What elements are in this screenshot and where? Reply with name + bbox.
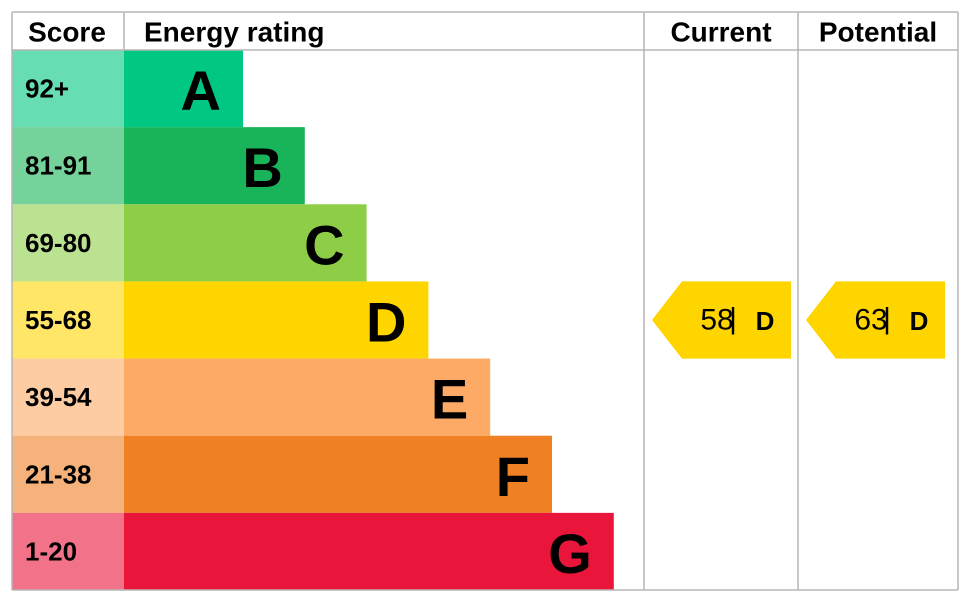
- header-rating: Energy rating: [144, 17, 324, 48]
- current-separator: |: [729, 303, 737, 336]
- rating-bar: [124, 435, 552, 513]
- header-score: Score: [28, 17, 106, 48]
- rating-letter: E: [431, 368, 468, 431]
- current-value: 58: [700, 304, 733, 337]
- score-range: 39-54: [25, 382, 92, 412]
- score-cell-bg: [12, 50, 124, 128]
- rating-letter: C: [304, 213, 344, 276]
- score-cell-bg: [12, 435, 124, 513]
- header-current: Current: [670, 17, 771, 48]
- score-cell-bg: [12, 281, 124, 359]
- score-cell-bg: [12, 204, 124, 282]
- score-cell-bg: [12, 512, 124, 590]
- rating-letter: F: [496, 445, 530, 508]
- potential-rating: D: [910, 306, 929, 336]
- rating-bar: [124, 204, 367, 282]
- score-cell-bg: [12, 358, 124, 436]
- potential-arrow: [806, 281, 945, 359]
- score-range: 55-68: [25, 305, 92, 335]
- current-arrow: [652, 281, 791, 359]
- score-cell-bg: [12, 127, 124, 205]
- rating-letter: A: [181, 59, 221, 122]
- score-range: 21-38: [25, 459, 92, 489]
- header-potential: Potential: [819, 17, 937, 48]
- rating-bar: [124, 358, 491, 436]
- potential-value: 63: [854, 304, 887, 337]
- rating-bar: [124, 127, 305, 205]
- potential-separator: |: [883, 303, 891, 336]
- score-range: 92+: [25, 74, 69, 104]
- rating-bar: [124, 512, 614, 590]
- score-range: 1-20: [25, 536, 77, 566]
- rating-letter: D: [366, 291, 406, 354]
- score-range: 81-91: [25, 151, 92, 181]
- rating-bar: [124, 281, 429, 359]
- rating-bar: [124, 50, 243, 128]
- score-range: 69-80: [25, 228, 92, 258]
- rating-letter: G: [548, 522, 592, 585]
- rating-letter: B: [242, 136, 282, 199]
- current-rating: D: [756, 306, 775, 336]
